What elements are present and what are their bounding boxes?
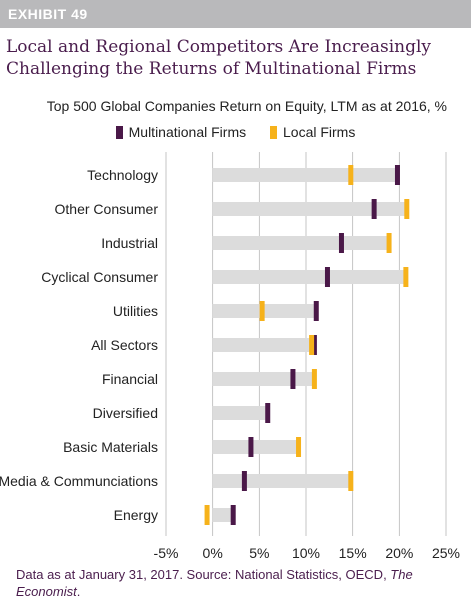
- category-label: Technology: [87, 167, 158, 183]
- category-label: Media & Communciations: [0, 473, 158, 489]
- legend-swatch-multinational: [115, 125, 123, 139]
- marker-multinational: [371, 199, 377, 219]
- marker-local: [204, 505, 210, 525]
- legend-item-local: Local Firms: [270, 124, 355, 140]
- marker-local: [348, 471, 354, 491]
- x-tick-label: -5%: [154, 545, 179, 560]
- category-label: All Sectors: [91, 337, 158, 353]
- x-tick-label: 10%: [292, 545, 320, 560]
- marker-local: [311, 369, 317, 389]
- marker-multinational: [394, 165, 400, 185]
- chart-legend: Multinational Firms Local Firms: [0, 124, 471, 142]
- range-bar: [212, 372, 315, 386]
- marker-multinational: [265, 403, 271, 423]
- legend-label-multinational: Multinational Firms: [128, 124, 247, 140]
- marker-local: [386, 233, 392, 253]
- legend-label-local: Local Firms: [283, 124, 356, 140]
- range-bar: [212, 168, 398, 182]
- x-tick-label: 5%: [249, 545, 269, 560]
- marker-multinational: [230, 505, 236, 525]
- marker-multinational: [338, 233, 344, 253]
- marker-multinational: [241, 471, 247, 491]
- x-tick-label: 25%: [432, 545, 460, 560]
- marker-local: [404, 199, 410, 219]
- x-tick-label: 15%: [339, 545, 367, 560]
- range-bar: [212, 270, 406, 284]
- exhibit-label: EXHIBIT 49: [8, 6, 88, 22]
- marker-local: [348, 165, 354, 185]
- range-bar: [212, 202, 407, 216]
- category-label: Other Consumer: [55, 201, 159, 217]
- category-label: Energy: [114, 507, 158, 523]
- source-note-end: .: [76, 584, 81, 599]
- category-label: Basic Materials: [63, 439, 158, 455]
- marker-local: [309, 335, 315, 355]
- range-bar: [212, 440, 299, 454]
- range-bar: [212, 508, 234, 522]
- marker-multinational: [248, 437, 254, 457]
- range-bar: [212, 338, 315, 352]
- range-bar: [212, 236, 390, 250]
- range-bar: [212, 406, 268, 420]
- marker-multinational: [324, 267, 330, 287]
- range-bar: [212, 474, 351, 488]
- exhibit-header-bar: EXHIBIT 49: [0, 0, 471, 28]
- marker-local: [296, 437, 302, 457]
- category-label: Utilities: [113, 303, 158, 319]
- source-note-italic: The Economist: [16, 567, 413, 599]
- chart-title: Top 500 Global Companies Return on Equit…: [46, 98, 447, 114]
- marker-multinational: [290, 369, 296, 389]
- range-chart: Technology Other Consumer Industrial Cyclic…: [0, 152, 460, 560]
- category-label: Industrial: [101, 235, 158, 251]
- legend-swatch-local: [270, 125, 277, 139]
- category-label: Cyclical Consumer: [41, 269, 158, 285]
- marker-local: [259, 301, 265, 321]
- category-label: Financial: [102, 371, 158, 387]
- x-tick-label: 20%: [385, 545, 413, 560]
- legend-item-multinational: Multinational Firms: [115, 124, 247, 140]
- exhibit-title: Local and Regional Competitors Are Incre…: [6, 37, 432, 79]
- x-tick-label: 0%: [203, 545, 223, 560]
- marker-multinational: [313, 301, 319, 321]
- category-label: Diversified: [93, 405, 158, 421]
- source-note: Data as at January 31, 2017. Source: Nat…: [16, 566, 461, 600]
- source-note-text: Data as at January 31, 2017. Source: Nat…: [16, 567, 391, 582]
- marker-multinational: [311, 335, 317, 355]
- marker-local: [403, 267, 409, 287]
